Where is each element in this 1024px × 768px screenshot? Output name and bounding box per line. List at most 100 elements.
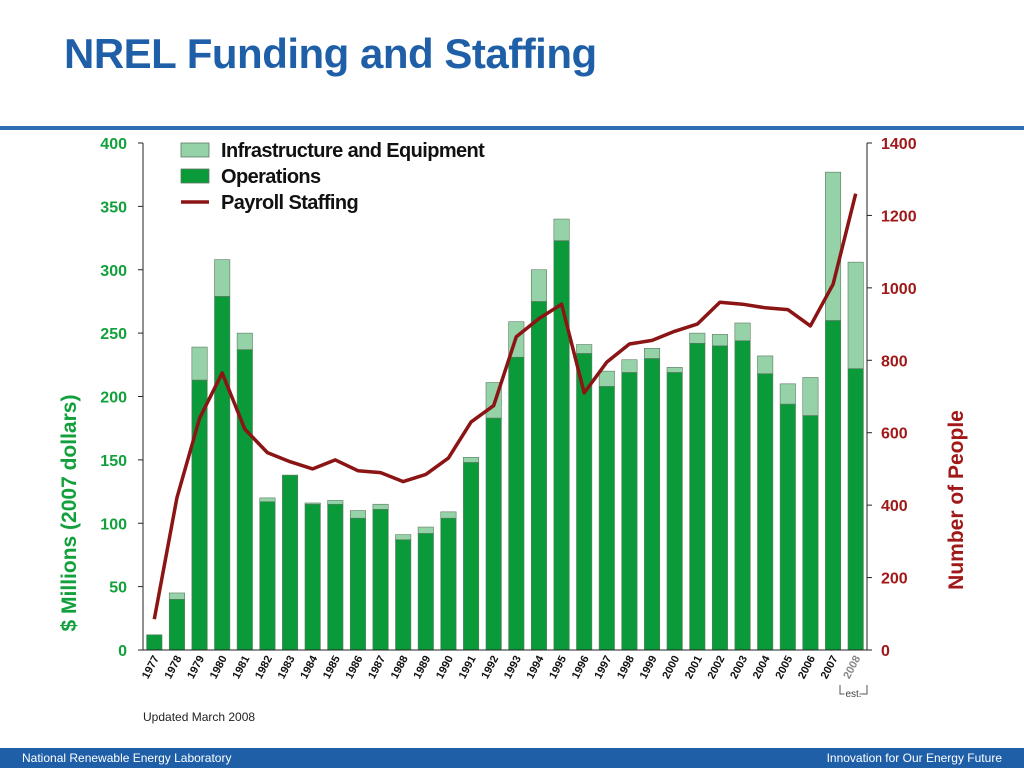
operations-bar-1986	[349, 517, 366, 651]
right-tick-label: 1400	[881, 136, 917, 153]
left-tick-label: 0	[118, 643, 127, 660]
operations-bar-1996	[576, 353, 593, 651]
infrastructure-bar-2005	[779, 383, 796, 405]
x-tick-label-2005: 2005	[773, 654, 795, 681]
updated-note: Updated March 2008	[143, 710, 255, 724]
slide-title: NREL Funding and Staffing	[64, 30, 597, 77]
right-tick-label: 200	[881, 571, 908, 588]
operations-bar-1988	[395, 539, 412, 651]
operations-bar-2008	[847, 368, 864, 651]
right-axis-label: Number of People	[945, 410, 968, 590]
legend-label: Payroll Staffing	[221, 192, 358, 214]
infrastructure-bar-1999	[644, 348, 661, 359]
x-tick-label-1994: 1994	[524, 653, 546, 681]
x-tick-label-1989: 1989	[411, 654, 433, 681]
bars-group	[146, 171, 864, 651]
operations-bar-1987	[372, 509, 389, 651]
infrastructure-bar-1989	[417, 526, 434, 534]
right-tick-label: 1000	[881, 281, 917, 298]
operations-bar-1990	[440, 517, 457, 651]
legend-label: Operations	[221, 166, 321, 188]
title-divider	[0, 126, 1024, 130]
x-tick-label-2004: 2004	[751, 653, 773, 681]
operations-bar-1989	[417, 533, 434, 651]
operations-bar-2001	[689, 342, 706, 651]
infrastructure-bar-1986	[349, 510, 366, 519]
estimate-bracket: est.	[839, 685, 868, 702]
x-tick-label-1987: 1987	[366, 654, 388, 681]
operations-bar-1981	[236, 349, 253, 651]
operations-bar-1991	[463, 462, 480, 651]
x-tick-label-1996: 1996	[570, 654, 592, 681]
operations-bar-1984	[304, 503, 321, 651]
right-tick-label: 800	[881, 353, 908, 370]
operations-bar-2006	[802, 415, 819, 651]
x-tick-label-1984: 1984	[298, 653, 320, 681]
x-tick-label-1979: 1979	[185, 654, 207, 681]
infrastructure-bar-1995	[553, 218, 570, 241]
operations-bar-1985	[327, 503, 344, 651]
x-tick-label-2007: 2007	[819, 654, 841, 681]
infrastructure-bar-1984	[304, 502, 321, 505]
infrastructure-bar-1985	[327, 500, 344, 505]
infrastructure-bar-1981	[236, 332, 253, 350]
x-tick-label-2003: 2003	[728, 654, 750, 681]
left-axis-label: $ Millions (2007 dollars)	[58, 395, 81, 632]
left-tick-label: 400	[100, 136, 127, 153]
infrastructure-bar-1997	[598, 370, 615, 387]
left-tick-label: 50	[109, 580, 127, 597]
infrastructure-bar-1994	[530, 269, 547, 302]
x-tick-label-2006: 2006	[796, 654, 818, 681]
operations-bar-1992	[485, 417, 502, 651]
x-tick-label-1992: 1992	[479, 654, 501, 681]
x-tick-label-1993: 1993	[502, 654, 524, 681]
operations-bar-1993	[508, 356, 525, 651]
x-tick-label-1985: 1985	[321, 654, 343, 681]
right-tick-label: 400	[881, 498, 908, 515]
infrastructure-bar-1979	[191, 346, 208, 381]
right-tick-label: 0	[881, 643, 890, 660]
infrastructure-bar-1980	[214, 259, 231, 297]
infrastructure-bar-1991	[463, 457, 480, 463]
infrastructure-bar-2001	[689, 332, 706, 344]
operations-bar-1999	[644, 358, 661, 651]
infrastructure-bar-1990	[440, 511, 457, 519]
operations-bar-1983	[282, 474, 299, 651]
operations-bar-1995	[553, 240, 570, 651]
operations-bar-1997	[598, 386, 615, 651]
infrastructure-bar-2008	[847, 261, 864, 369]
x-tick-label-1995: 1995	[547, 654, 569, 681]
infrastructure-bar-2006	[802, 377, 819, 416]
x-tick-label-2001: 2001	[683, 654, 705, 681]
footer-tagline: Innovation for Our Energy Future	[826, 751, 1002, 765]
operations-bar-2005	[779, 403, 796, 651]
left-tick-label: 300	[100, 263, 127, 280]
x-tick-label-1991: 1991	[457, 654, 479, 681]
infrastructure-bar-1987	[372, 503, 389, 510]
x-tick-label-1983: 1983	[276, 654, 298, 681]
infrastructure-bar-1988	[395, 534, 412, 541]
operations-bar-1994	[530, 301, 547, 651]
x-tick-label-2008: 2008	[841, 654, 863, 681]
x-tick-label-1998: 1998	[615, 654, 637, 681]
x-tick-label-1978: 1978	[162, 654, 184, 681]
left-tick-label: 100	[100, 516, 127, 533]
infrastructure-bar-1998	[621, 359, 638, 373]
x-tick-label-1977: 1977	[140, 654, 162, 681]
operations-bar-2007	[825, 320, 842, 651]
estimate-label: est.	[845, 689, 861, 700]
right-tick-label: 600	[881, 426, 908, 443]
x-tick-label-2002: 2002	[705, 654, 727, 681]
legend-group: Infrastructure and Equipment Operations Pa…	[180, 140, 486, 214]
infrastructure-bar-1996	[576, 344, 593, 354]
payroll-line-group	[152, 193, 858, 620]
x-tick-label-1982: 1982	[253, 654, 275, 681]
operations-bar-2003	[734, 340, 751, 651]
legend-swatch	[180, 142, 210, 158]
left-tick-label: 200	[100, 390, 127, 407]
legend-swatch	[180, 168, 210, 184]
x-tick-label-1986: 1986	[343, 654, 365, 681]
infrastructure-bar-1982	[259, 497, 276, 503]
infrastructure-bar-2007	[825, 171, 842, 321]
x-tick-label-1990: 1990	[434, 654, 456, 681]
